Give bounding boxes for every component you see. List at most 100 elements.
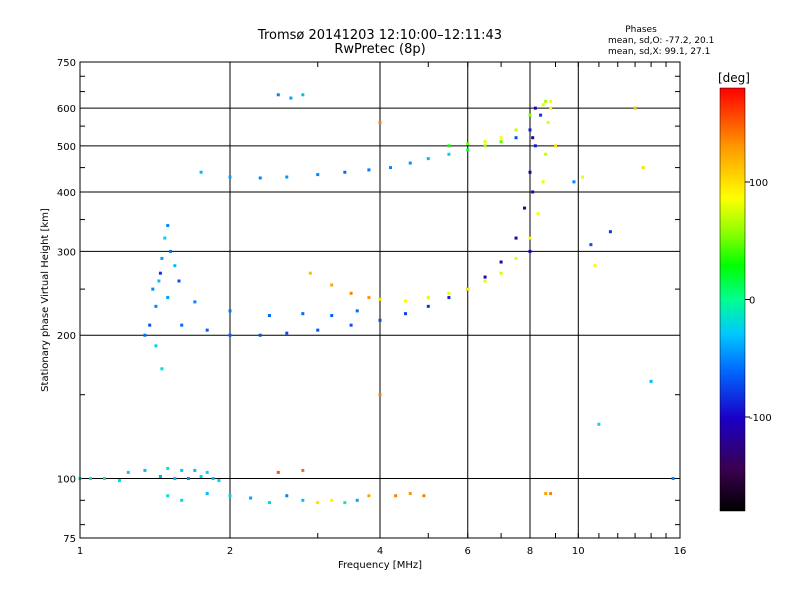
- data-point: [228, 309, 232, 313]
- data-point: [641, 166, 645, 170]
- data-point: [499, 140, 503, 144]
- data-point: [514, 256, 518, 260]
- data-point: [285, 331, 289, 335]
- colorbar-label: [deg]: [718, 71, 750, 85]
- legend-line-o: mean, sd,O: -77.2, 20.1: [608, 36, 714, 46]
- data-point: [193, 468, 197, 472]
- data-point: [199, 474, 203, 478]
- data-point: [528, 170, 532, 174]
- colorbar: [719, 87, 746, 512]
- y-axis-label: Stationary phase Virtual Height [km]: [40, 208, 51, 392]
- data-point: [355, 309, 359, 313]
- data-point: [483, 279, 487, 283]
- data-point: [514, 128, 518, 132]
- data-point: [126, 470, 130, 474]
- data-point: [301, 93, 305, 97]
- data-point: [308, 271, 312, 275]
- data-point: [169, 249, 173, 253]
- data-point: [403, 312, 407, 316]
- x-axis-ticks: 1 2 4 6 8 10 16: [77, 62, 687, 557]
- x-tick-label: 2: [227, 546, 233, 557]
- data-point: [267, 314, 271, 318]
- data-point: [553, 144, 557, 148]
- data-point: [103, 477, 107, 481]
- data-point: [546, 120, 550, 124]
- data-point: [316, 173, 320, 177]
- data-point: [378, 393, 382, 397]
- data-point: [483, 140, 487, 144]
- data-point: [89, 477, 93, 481]
- data-point: [157, 279, 161, 283]
- chart-subtitle: RwPretec (8p): [334, 42, 425, 57]
- data-point: [154, 304, 158, 308]
- colorbar-ticks: 100 0 -100: [745, 178, 772, 424]
- data-point: [544, 492, 548, 496]
- data-point: [422, 494, 426, 498]
- data-point: [205, 470, 209, 474]
- data-point: [301, 468, 305, 472]
- data-point: [649, 379, 653, 383]
- data-point: [276, 470, 280, 474]
- data-point: [408, 161, 412, 165]
- data-point: [447, 144, 451, 148]
- y-tick-label: 500: [57, 142, 76, 153]
- data-point: [228, 333, 232, 337]
- data-point: [143, 468, 147, 472]
- data-point: [514, 236, 518, 240]
- data-point: [148, 323, 152, 327]
- data-point: [301, 498, 305, 502]
- y-axis-ticks: 75 100 200 300 400 500 600 750: [57, 58, 680, 545]
- data-point: [211, 477, 215, 481]
- data-point: [166, 494, 170, 498]
- colorbar-tick-label: 0: [749, 296, 755, 307]
- data-point: [160, 367, 164, 371]
- data-point: [544, 152, 548, 156]
- data-point: [608, 230, 612, 234]
- data-point: [205, 328, 209, 332]
- data-point: [285, 494, 289, 498]
- data-point: [316, 328, 320, 332]
- y-tick-label: 750: [57, 58, 76, 69]
- data-point: [581, 175, 585, 179]
- data-point: [173, 477, 177, 481]
- data-point: [466, 148, 470, 152]
- x-tick-label: 10: [572, 546, 585, 557]
- x-tick-label: 16: [674, 546, 687, 557]
- data-point: [143, 333, 147, 337]
- data-point: [151, 287, 155, 291]
- data-point: [593, 264, 597, 268]
- data-point: [267, 501, 271, 505]
- data-point: [343, 501, 347, 505]
- data-point: [389, 166, 393, 170]
- data-point: [289, 96, 293, 100]
- data-point: [249, 496, 253, 500]
- x-tick-label: 8: [527, 546, 533, 557]
- legend-title: Phases: [625, 25, 657, 35]
- legend-line-x: mean, sd,X: 99.1, 27.1: [608, 47, 710, 57]
- data-point: [394, 494, 398, 498]
- grid-lines: [80, 62, 680, 538]
- data-point: [330, 283, 334, 287]
- data-point: [193, 300, 197, 304]
- x-tick-label: 4: [377, 546, 383, 557]
- data-point: [205, 492, 209, 496]
- data-point: [367, 168, 371, 172]
- colorbar-tick-label: -100: [749, 413, 772, 424]
- y-tick-label: 300: [57, 247, 76, 258]
- data-point: [541, 103, 545, 107]
- y-tick-label: 600: [57, 104, 76, 115]
- data-point: [499, 136, 503, 140]
- data-point: [483, 275, 487, 279]
- data-point: [378, 120, 382, 124]
- data-point: [166, 296, 170, 300]
- data-point: [166, 224, 170, 228]
- data-point: [528, 113, 532, 117]
- data-point: [541, 180, 545, 184]
- data-point: [514, 136, 518, 140]
- y-tick-label: 200: [57, 331, 76, 342]
- data-point: [671, 477, 675, 481]
- chart-title: Tromsø 20141203 12:10:00–12:11:43: [257, 28, 502, 43]
- data-point: [180, 498, 184, 502]
